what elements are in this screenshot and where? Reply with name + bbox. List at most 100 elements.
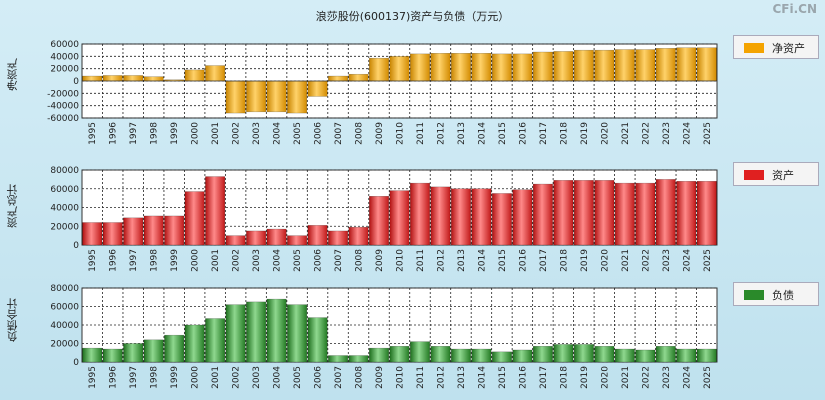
bar-assets-1996 [102,222,123,246]
xtick-label-assets-2020: 2020 [600,249,610,272]
xtick-label-liabilities-2011: 2011 [416,366,426,389]
bar-net-assets-2014 [471,53,492,82]
bar-net-assets-1997 [123,75,144,82]
xtick-label-assets-2002: 2002 [232,249,242,272]
bar-liabilities-2002 [225,304,246,363]
bar-assets-2024 [676,181,697,246]
ytick-label-net-assets: -60000 [47,114,79,124]
xtick-label-assets-2004: 2004 [273,249,283,272]
ytick-label-liabilities: 60000 [50,303,79,313]
xtick-label-liabilities-1996: 1996 [109,366,119,389]
bar-assets-2007 [328,230,349,246]
xtick-label-liabilities-2007: 2007 [334,366,344,389]
legend-liabilities: 负债 [733,282,819,306]
xtick-label-net-assets-2005: 2005 [293,122,303,145]
bar-assets-2016 [512,189,533,246]
bar-assets-2025 [696,181,717,246]
bar-assets-2004 [266,228,287,246]
xtick-label-liabilities-2001: 2001 [211,366,221,389]
bar-liabilities-2022 [635,349,656,363]
ytick-label-net-assets: 0 [73,77,79,87]
xtick-label-liabilities-2008: 2008 [355,366,365,389]
bar-liabilities-2020 [594,346,615,363]
xtick-label-assets-2001: 2001 [211,249,221,272]
xtick-label-assets-1999: 1999 [170,249,180,272]
legend-label-assets: 资产 [772,169,794,182]
bar-net-assets-1995 [82,75,103,82]
ytick-label-net-assets: 60000 [50,40,79,50]
bar-assets-2017 [532,183,553,246]
bar-net-assets-2018 [553,51,574,82]
bar-liabilities-2011 [409,341,430,363]
xtick-label-assets-2016: 2016 [518,249,528,272]
xtick-label-liabilities-2003: 2003 [252,366,262,389]
bar-net-assets-2013 [450,53,471,82]
bar-net-assets-2019 [573,49,594,82]
bar-net-assets-2005 [287,80,308,114]
xtick-label-assets-2023: 2023 [662,249,672,272]
xtick-label-liabilities-2022: 2022 [641,366,651,389]
xtick-label-assets-2021: 2021 [621,249,631,272]
bar-assets-2009 [369,196,390,246]
xtick-label-assets-2009: 2009 [375,249,385,272]
bar-liabilities-2018 [553,344,574,363]
legend-label-liabilities: 负债 [772,289,794,302]
bar-liabilities-2000 [184,324,205,363]
xtick-label-liabilities-1995: 1995 [88,366,98,389]
bar-assets-2022 [635,182,656,246]
bar-liabilities-1998 [143,339,164,363]
bar-net-assets-2020 [594,49,615,82]
xtick-label-net-assets-2019: 2019 [580,122,590,145]
xtick-label-net-assets-1998: 1998 [150,122,160,145]
ytick-label-assets: 60000 [50,185,79,195]
xtick-label-net-assets-2012: 2012 [436,122,446,145]
bar-liabilities-2001 [205,318,226,363]
xtick-label-net-assets-2008: 2008 [355,122,365,145]
bar-net-assets-2025 [696,47,717,82]
bar-liabilities-2007 [328,355,349,363]
xtick-label-assets-2003: 2003 [252,249,262,272]
bar-liabilities-1999 [164,334,185,363]
legend-swatch-net-assets [744,43,764,53]
bar-liabilities-2012 [430,346,451,363]
bar-liabilities-2014 [471,348,492,363]
bar-assets-1997 [123,217,144,246]
xtick-label-liabilities-2021: 2021 [621,366,631,389]
xtick-label-assets-2014: 2014 [477,249,487,272]
xtick-label-net-assets-2016: 2016 [518,122,528,145]
xtick-label-liabilities-2020: 2020 [600,366,610,389]
bar-liabilities-2021 [614,348,635,363]
ytick-label-liabilities: 80000 [50,284,79,294]
bar-assets-2013 [450,188,471,246]
bar-net-assets-2006 [307,80,328,97]
bar-assets-1995 [82,222,103,246]
xtick-label-net-assets-2017: 2017 [539,122,549,145]
xtick-label-liabilities-2018: 2018 [559,366,569,389]
bar-liabilities-2025 [696,348,717,363]
bar-net-assets-2001 [205,65,226,82]
legend-swatch-assets [744,170,764,180]
brand-watermark: CFi.CN [772,2,817,16]
xtick-label-liabilities-1999: 1999 [170,366,180,389]
bar-net-assets-2003 [246,80,267,113]
ytick-label-net-assets: 20000 [50,65,79,75]
xtick-label-net-assets-1996: 1996 [109,122,119,145]
xtick-label-net-assets-2000: 2000 [191,122,201,145]
xtick-label-net-assets-2006: 2006 [314,122,324,145]
xtick-label-liabilities-2005: 2005 [293,366,303,389]
xtick-label-assets-2022: 2022 [641,249,651,272]
xtick-label-assets-2019: 2019 [580,249,590,272]
xtick-label-net-assets-2015: 2015 [498,122,508,145]
bar-net-assets-2016 [512,53,533,82]
bar-assets-2015 [491,193,512,246]
xtick-label-net-assets-2024: 2024 [682,122,692,145]
bar-assets-2012 [430,186,451,246]
xtick-label-assets-1995: 1995 [88,249,98,272]
xtick-label-net-assets-2013: 2013 [457,122,467,145]
xtick-label-assets-2018: 2018 [559,249,569,272]
bar-assets-2000 [184,191,205,246]
bar-liabilities-2017 [532,346,553,363]
bar-liabilities-2019 [573,344,594,363]
ytick-label-net-assets: -40000 [47,102,79,112]
xtick-label-net-assets-2014: 2014 [477,122,487,145]
